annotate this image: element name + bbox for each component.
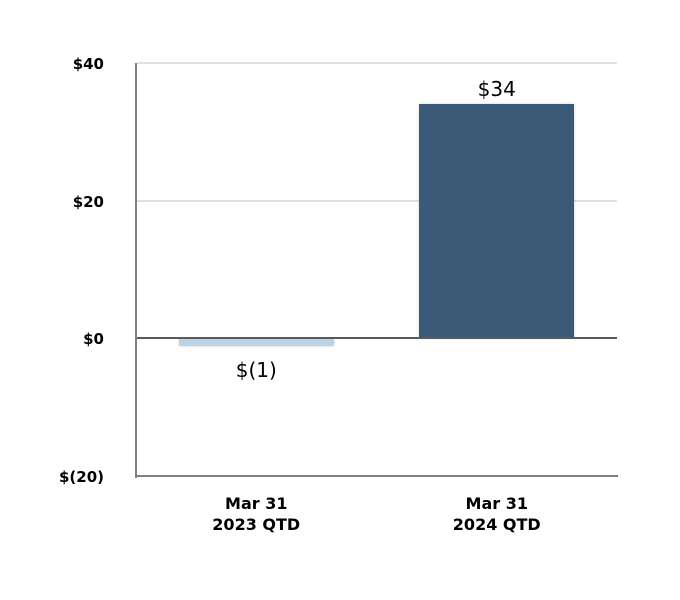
bar-value-label: $(1) <box>235 358 277 383</box>
bar-value-label: $34 <box>477 77 516 102</box>
x-axis-line <box>135 475 618 477</box>
y-tick-label: $20 <box>72 192 104 211</box>
y-axis-line <box>135 63 137 478</box>
y-tick-label: $40 <box>72 55 104 73</box>
gridline <box>137 199 617 202</box>
x-category-label: Mar 31 2024 QTD <box>452 494 541 534</box>
bar <box>178 339 334 347</box>
zero-gridline <box>137 337 617 340</box>
y-tick-label: $0 <box>83 330 104 349</box>
gridline <box>137 62 617 64</box>
x-category-label: Mar 31 2023 QTD <box>212 494 301 534</box>
bar <box>419 104 575 339</box>
y-tick-label: $(20) <box>58 468 104 486</box>
